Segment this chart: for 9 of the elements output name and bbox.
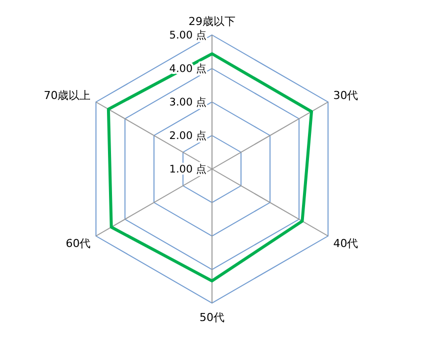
y-tick-label: 3.00 点 xyxy=(169,96,207,109)
spoke-label: 30代 xyxy=(333,89,358,102)
spoke-label: 50代 xyxy=(200,311,224,324)
y-tick-label: 5.00 点 xyxy=(169,28,207,42)
spoke-label: 29歳以下 xyxy=(188,15,236,28)
spoke-label: 40代 xyxy=(333,237,358,250)
y-tick-label: 2.00 点 xyxy=(169,129,207,142)
spoke-label: 60代 xyxy=(66,237,91,250)
spoke-label: 70歳以上 xyxy=(44,89,91,102)
